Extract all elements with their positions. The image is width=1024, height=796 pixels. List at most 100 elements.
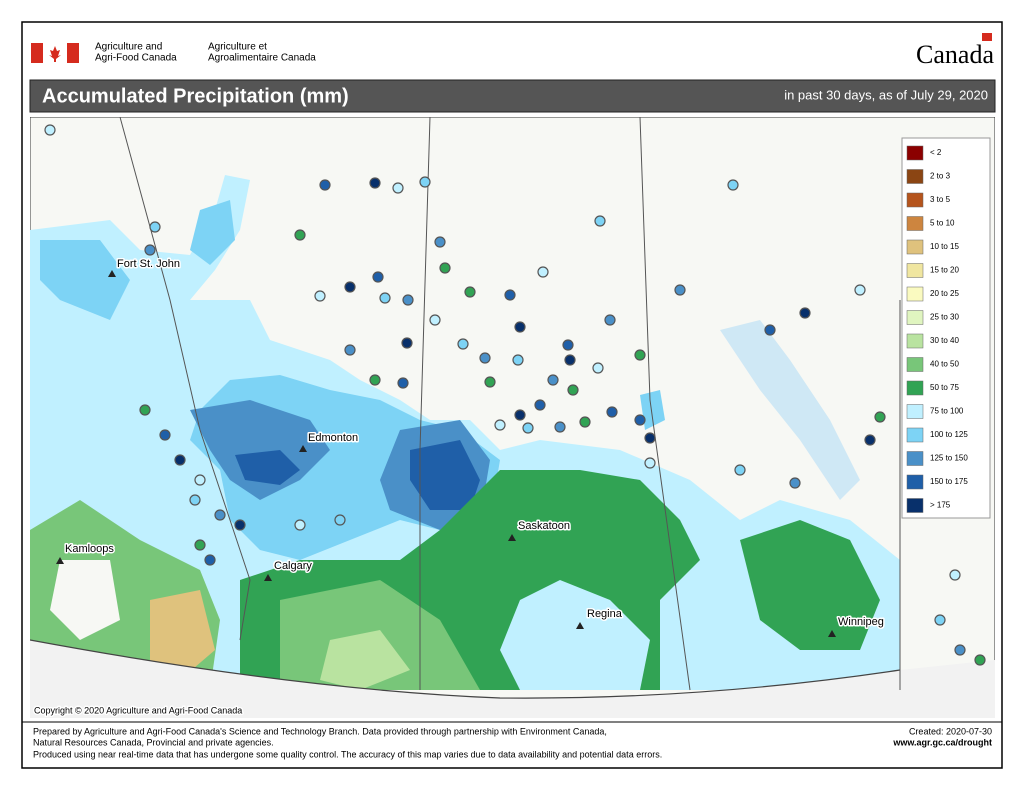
legend-label: 5 to 10: [930, 219, 955, 228]
legend-swatch: [906, 474, 924, 490]
station-dot: [159, 429, 171, 441]
station-dot: [874, 411, 886, 423]
station-dot: [949, 569, 961, 581]
legend-swatch: [906, 404, 924, 419]
station-dot: [504, 289, 516, 301]
legend-label: 3 to 5: [930, 195, 951, 204]
station-dot: [789, 477, 801, 489]
station-dot: [419, 176, 431, 188]
station-dot: [522, 422, 534, 434]
station-dot: [319, 179, 331, 191]
station-dot: [634, 414, 646, 426]
station-dot: [644, 432, 656, 444]
footer-note: Natural Resources Canada, Provincial and…: [33, 737, 274, 747]
legend-swatch: [906, 451, 924, 466]
legend-label: 40 to 50: [930, 360, 959, 369]
station-dot: [594, 215, 606, 227]
station-dot: [567, 384, 579, 396]
legend-swatch: [906, 380, 924, 396]
flag: [31, 43, 79, 63]
station-dot: [429, 314, 441, 326]
station-dot: [401, 337, 413, 349]
station-dot: [534, 399, 546, 411]
station-dot: [514, 321, 526, 333]
title: Accumulated Precipitation (mm): [42, 85, 349, 107]
stations: [44, 124, 986, 666]
legend-label: > 175: [930, 501, 951, 510]
station-dot: [484, 376, 496, 388]
legend-label: 150 to 175: [930, 477, 968, 486]
station-dot: [402, 294, 414, 306]
dept-fr-line: Agroalimentaire Canada: [208, 53, 316, 64]
legend-label: 15 to 20: [930, 266, 959, 275]
website: www.agr.gc.ca/drought: [892, 737, 992, 747]
city-marker: [108, 270, 116, 277]
legend-label: 100 to 125: [930, 430, 968, 439]
legend-label: 50 to 75: [930, 383, 959, 392]
station-dot: [369, 374, 381, 386]
legend: < 2 2 to 3 3 to 5 5 to 10 10 to 15 15 to 20 20…: [906, 145, 968, 513]
station-dot: [562, 339, 574, 351]
station-dot: [674, 284, 686, 296]
legend-label: 30 to 40: [930, 336, 959, 345]
station-dot: [457, 338, 469, 350]
legend-label: 10 to 15: [930, 242, 959, 251]
city-marker: [56, 557, 64, 564]
station-dot: [854, 284, 866, 296]
station-dot: [634, 349, 646, 361]
station-dot: [734, 464, 746, 476]
station-dot: [604, 314, 616, 326]
station-dot: [194, 539, 206, 551]
legend-swatch: [906, 263, 924, 278]
station-dot: [434, 236, 446, 248]
legend-label: 25 to 30: [930, 313, 959, 322]
station-dot: [464, 286, 476, 298]
station-dot: [189, 494, 201, 506]
legend-label: 2 to 3: [930, 172, 951, 181]
legend-swatch: [906, 169, 924, 184]
station-dot: [344, 281, 356, 293]
station-dot: [139, 404, 151, 416]
station-dot: [294, 519, 306, 531]
wordmark: Canada: [916, 40, 994, 69]
station-dot: [512, 354, 524, 366]
map: [30, 117, 995, 718]
legend-label: 125 to 150: [930, 454, 968, 463]
city-marker: [576, 622, 584, 629]
city-label: Calgary: [274, 560, 312, 572]
station-dot: [934, 614, 946, 626]
station-dot: [764, 324, 776, 336]
station-dot: [864, 434, 876, 446]
station-dot: [439, 262, 451, 274]
station-dot: [579, 416, 591, 428]
station-dot: [564, 354, 576, 366]
station-dot: [144, 244, 156, 256]
city-label: Edmonton: [308, 432, 358, 444]
city-marker: [508, 534, 516, 541]
legend-swatch: [906, 239, 924, 255]
city-marker: [264, 574, 272, 581]
legend-swatch: [906, 216, 924, 231]
station-dot: [514, 409, 526, 421]
legend-swatch: [906, 145, 924, 161]
station-dot: [294, 229, 306, 241]
station-dot: [547, 374, 559, 386]
station-dot: [372, 271, 384, 283]
station-dot: [799, 307, 811, 319]
city-label: Regina: [587, 608, 623, 620]
station-dot: [592, 362, 604, 374]
station-dot: [194, 474, 206, 486]
station-dot: [554, 421, 566, 433]
city-label: Saskatoon: [518, 520, 570, 532]
wordmark-flag: [982, 33, 992, 41]
copyright: Copyright © 2020 Agriculture and Agri-Fo…: [34, 705, 242, 715]
legend-swatch: [906, 192, 924, 208]
station-dot: [537, 266, 549, 278]
station-dot: [174, 454, 186, 466]
city-label: Winnipeg: [838, 616, 884, 628]
dept-en-line: Agri-Food Canada: [95, 53, 177, 64]
station-dot: [314, 290, 326, 302]
station-dot: [644, 457, 656, 469]
station-dot: [334, 514, 346, 526]
